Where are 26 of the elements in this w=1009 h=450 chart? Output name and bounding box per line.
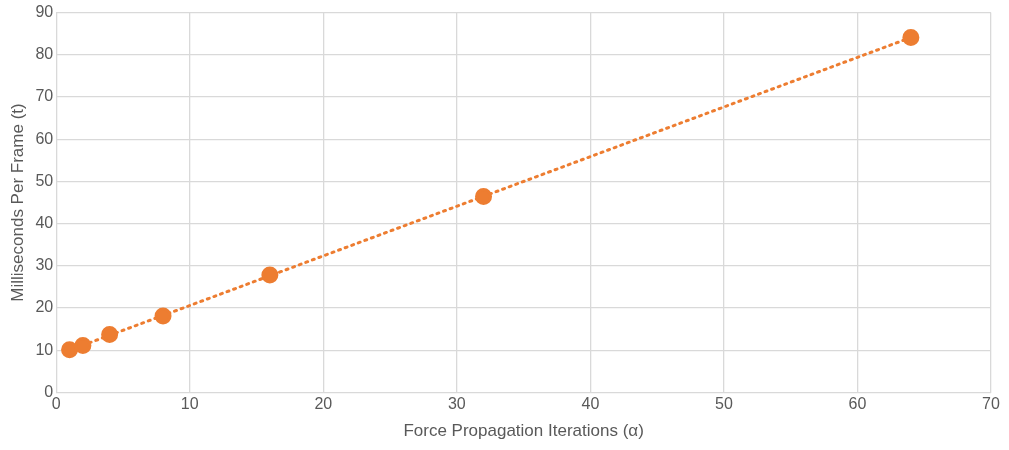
y-tick-label: 90 [35, 3, 54, 21]
x-tick-label: 60 [848, 395, 867, 413]
point [74, 337, 92, 355]
y-tick-label: 80 [35, 45, 54, 63]
x-tick-label: 20 [314, 395, 333, 413]
point [475, 188, 493, 206]
y-tick-label: 40 [35, 214, 54, 232]
y-tick-label: 50 [35, 171, 54, 189]
point [261, 266, 279, 284]
x-axis-title: Force Propagation Iterations (α) [403, 421, 644, 441]
x-tick-label: 30 [447, 395, 466, 413]
y-tick-label: 70 [35, 87, 54, 105]
y-tick-label: 30 [35, 256, 54, 274]
x-tick-label: 40 [581, 395, 600, 413]
y-tick-label: 20 [35, 298, 54, 316]
x-tick-label: 10 [180, 395, 199, 413]
y-axis-title: Milliseconds Per Frame (t) [7, 103, 27, 302]
point [101, 326, 119, 344]
y-tick-label: 60 [35, 129, 54, 147]
point [902, 29, 920, 46]
point [154, 307, 172, 325]
point [61, 341, 79, 359]
x-tick-label: 70 [982, 395, 1000, 413]
y-tick-label: 10 [35, 340, 54, 358]
y-tick-label: 0 [44, 382, 54, 400]
x-tick-label: 50 [715, 395, 733, 413]
